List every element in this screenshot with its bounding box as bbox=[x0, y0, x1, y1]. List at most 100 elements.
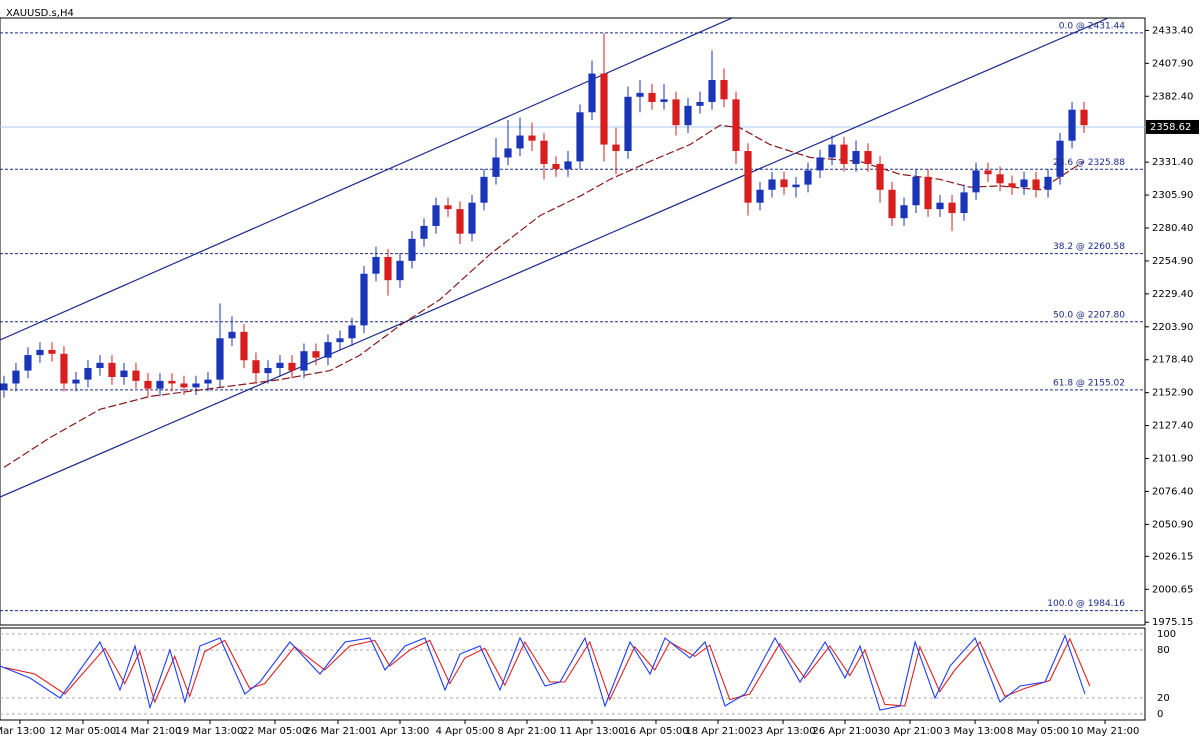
candle-body bbox=[444, 205, 452, 210]
candle-body bbox=[780, 179, 788, 188]
candle-body bbox=[408, 238, 416, 261]
candle-body bbox=[324, 342, 332, 358]
stoch-tick-label: 20 bbox=[1157, 693, 1170, 704]
fib-label: 61.8 @ 2155.02 bbox=[1053, 378, 1125, 388]
candle-body bbox=[576, 112, 584, 162]
candle-body bbox=[924, 176, 932, 210]
stoch-main bbox=[0, 634, 1086, 711]
candle-body bbox=[60, 353, 68, 384]
candle-body bbox=[48, 349, 56, 354]
candle-body bbox=[648, 92, 656, 102]
candle-body bbox=[672, 99, 680, 126]
candle-body bbox=[624, 96, 632, 152]
x-tick-label: 26 Apr 21:00 bbox=[812, 726, 877, 737]
candle-body bbox=[0, 383, 8, 390]
candle-body bbox=[180, 383, 188, 388]
candle-body bbox=[432, 205, 440, 226]
candle-body bbox=[792, 184, 800, 188]
x-tick-label: 11 Apr 13:00 bbox=[559, 726, 624, 737]
candle-body bbox=[252, 360, 260, 374]
x-tick-label: 19 Mar 13:00 bbox=[177, 726, 244, 737]
candle-body bbox=[660, 99, 668, 102]
candle-body bbox=[384, 256, 392, 281]
candle-body bbox=[984, 170, 992, 175]
x-tick-label: 14 Mar 21:00 bbox=[115, 726, 182, 737]
fib-label: 50.0 @ 2207.80 bbox=[1053, 310, 1125, 320]
candle-body bbox=[312, 351, 320, 358]
candle-body bbox=[120, 370, 128, 378]
candle-body bbox=[336, 338, 344, 343]
candle-body bbox=[144, 380, 152, 389]
x-tick-label: 22 Mar 05:00 bbox=[242, 726, 309, 737]
candle-body bbox=[216, 338, 224, 380]
current-price-box bbox=[1146, 119, 1199, 134]
candle-body bbox=[600, 73, 608, 145]
candle-body bbox=[12, 370, 20, 384]
candle-body bbox=[372, 256, 380, 274]
candle-body bbox=[84, 367, 92, 380]
stoch-tick-label: 100 bbox=[1157, 629, 1176, 640]
candle-body bbox=[960, 192, 968, 214]
candle-body bbox=[504, 148, 512, 158]
x-tick-label: 8 Apr 21:00 bbox=[498, 726, 557, 737]
candle-body bbox=[696, 101, 704, 106]
candle-body bbox=[156, 380, 164, 389]
candle-body bbox=[168, 380, 176, 384]
stoch-tick-label: 0 bbox=[1157, 709, 1163, 720]
y-tick-label: 2254.90 bbox=[1152, 256, 1193, 267]
candle-body bbox=[300, 351, 308, 371]
candle-body bbox=[876, 163, 884, 190]
candle-body bbox=[888, 189, 896, 219]
candle-body bbox=[480, 176, 488, 203]
candle-body bbox=[732, 99, 740, 152]
candle-body bbox=[720, 79, 728, 100]
candle-body bbox=[552, 163, 560, 170]
trendline bbox=[0, 18, 1110, 498]
candle-body bbox=[936, 202, 944, 210]
candle-body bbox=[744, 151, 752, 203]
candle-body bbox=[108, 362, 116, 378]
y-tick-label: 2280.40 bbox=[1152, 223, 1193, 234]
candle-body bbox=[348, 325, 356, 339]
candle-body bbox=[396, 260, 404, 281]
candle-body bbox=[828, 144, 836, 158]
x-tick-label: 18 Apr 21:00 bbox=[685, 726, 750, 737]
x-tick-label: 8 May 05:00 bbox=[1007, 726, 1069, 737]
candle-body bbox=[192, 383, 200, 388]
candle-body bbox=[96, 362, 104, 368]
x-tick-label: 23 Apr 13:00 bbox=[750, 726, 815, 737]
y-tick-label: 2433.40 bbox=[1152, 25, 1193, 36]
y-tick-label: 2305.90 bbox=[1152, 190, 1193, 201]
candle-body bbox=[516, 135, 524, 149]
fib-label: 38.2 @ 2260.58 bbox=[1053, 242, 1125, 252]
candle-body bbox=[636, 92, 644, 97]
candle-body bbox=[1044, 176, 1052, 190]
candle-body bbox=[996, 174, 1004, 184]
candle-body bbox=[804, 170, 812, 185]
y-tick-label: 2382.40 bbox=[1152, 91, 1193, 102]
candle-body bbox=[1056, 140, 1064, 177]
current-price-label: 2358.62 bbox=[1150, 122, 1191, 133]
candle-body bbox=[972, 170, 980, 193]
candle-body bbox=[240, 331, 248, 361]
candle-body bbox=[948, 202, 956, 214]
candle-body bbox=[36, 349, 44, 356]
candle-body bbox=[588, 73, 596, 113]
x-tick-label: 4 Apr 05:00 bbox=[436, 726, 495, 737]
trendline bbox=[0, 18, 734, 341]
candle-body bbox=[756, 189, 764, 203]
y-tick-label: 2000.65 bbox=[1152, 584, 1193, 595]
x-tick-label: 12 Mar 05:00 bbox=[50, 726, 117, 737]
y-tick-label: 2101.90 bbox=[1152, 454, 1193, 465]
y-tick-label: 2407.90 bbox=[1152, 58, 1193, 69]
candle-body bbox=[1008, 183, 1016, 188]
x-tick-label: 30 Apr 21:00 bbox=[877, 726, 942, 737]
y-tick-label: 2127.40 bbox=[1152, 421, 1193, 432]
candle-body bbox=[1080, 109, 1088, 126]
chart-title: XAUUSD.s,H4 bbox=[6, 8, 74, 19]
candle-body bbox=[612, 144, 620, 152]
plot-area bbox=[0, 18, 1145, 612]
candle-body bbox=[840, 144, 848, 164]
